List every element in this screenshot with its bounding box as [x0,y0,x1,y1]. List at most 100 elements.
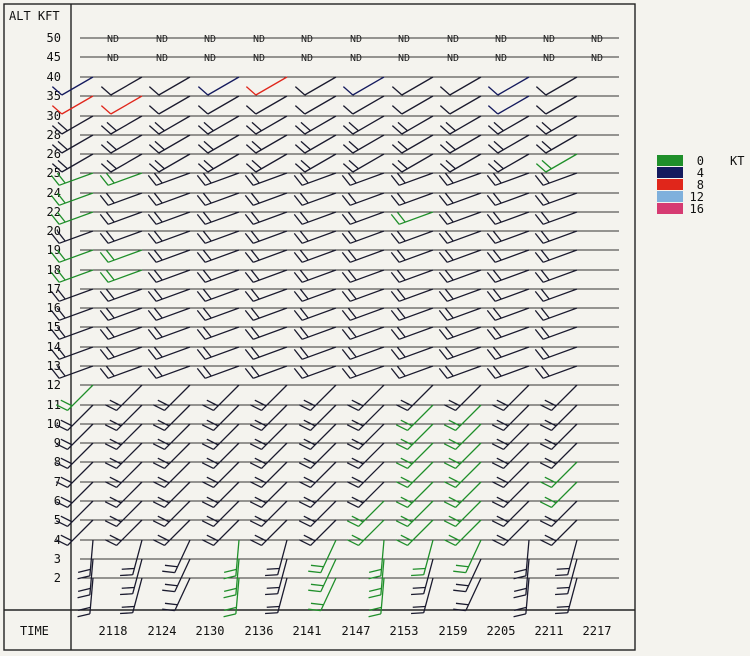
wind-barb [486,365,530,379]
wind-barb [245,95,288,115]
wind-barb [99,288,143,302]
wind-barb [249,500,288,528]
wind-barb [438,307,482,321]
wind-barb [534,365,578,379]
wind-barb [294,153,337,173]
time-label: 2153 [390,624,419,638]
wind-barb [197,153,240,173]
wind-barb [438,211,482,225]
no-data-marker: ND [447,34,459,45]
wind-barb [341,172,385,186]
wind-barb [555,558,578,596]
wind-barb [196,288,240,302]
wind-barb [342,134,385,154]
wind-barb [391,95,434,115]
wind-barb [294,134,337,154]
no-data-marker: ND [253,53,265,64]
wind-barb [487,76,530,96]
wind-barb [201,384,240,412]
wind-barb [104,461,143,489]
wind-barb [99,230,143,244]
wind-barb [438,288,482,302]
time-tick-labels: 2118 2124 2130 2136 2141 2147 2153 2159 2205 2211… [99,624,612,638]
time-axis-title: TIME [20,624,49,638]
wind-barb [55,423,94,451]
wind-barb [196,192,240,206]
wind-barb [244,326,288,340]
wind-barb [50,365,94,379]
wind-barb [244,288,288,302]
no-data-marker: ND [591,53,603,64]
wind-barb [147,192,191,206]
wind-barb [486,192,530,206]
altitude-label: 13 [47,359,61,373]
no-data-marker: ND [495,53,507,64]
alt-axis-title: ALT KFT [9,9,60,23]
wind-barb [487,95,530,115]
wind-barb [244,346,288,360]
wind-barb [50,307,94,321]
wind-barb [244,269,288,283]
wind-barb [341,365,385,379]
wind-barb [147,172,191,186]
wind-barb [147,230,191,244]
wind-barb [197,115,240,135]
wind-barb [249,461,288,489]
wind-barb [390,230,434,244]
altitude-label: 12 [47,378,61,392]
no-data-marker: ND [301,34,313,45]
wind-barb [50,172,94,186]
chart-border [3,3,636,651]
wind-barb [152,384,191,412]
wind-barb [99,365,143,379]
wind-barb [196,346,240,360]
wind-barb [342,153,385,173]
wind-barb [534,172,578,186]
wind-barb [249,519,288,547]
wind-barb [390,172,434,186]
wind-barb [152,461,191,489]
wind-barb [294,115,337,135]
no-data-marker: ND [495,34,507,45]
wind-barb [196,249,240,263]
wind-barb [491,423,530,451]
wind-barb [100,134,143,154]
wind-barb [100,153,143,173]
wind-barb [535,134,578,154]
wind-barb [104,442,143,470]
no-data-marker: ND [398,53,410,64]
wind-barb [453,539,482,574]
legend-swatch [657,167,683,178]
wind-barb [99,269,143,283]
wind-barb [534,326,578,340]
wind-barb [99,211,143,225]
wind-barb [539,519,578,547]
wind-barb [411,558,434,596]
time-label: 2141 [293,624,322,638]
wind-barb [390,288,434,302]
wind-barb [346,404,385,432]
wind-barb [390,269,434,283]
wind-barb [341,192,385,206]
altitude-label: 15 [47,320,61,334]
wind-barb [201,500,240,528]
altitude-label: 25 [47,166,61,180]
wind-barb [245,134,288,154]
wind-barb [341,269,385,283]
legend-unit: KT [730,154,744,168]
wind-barb [293,249,337,263]
wind-barb [298,423,337,451]
wind-barb [395,442,434,470]
altitude-label: 10 [47,417,61,431]
wind-barb [55,461,94,489]
wind-barb [308,539,337,574]
wind-barb [152,423,191,451]
altitude-label: 20 [47,224,61,238]
time-label: 2136 [245,624,274,638]
wind-barb [196,269,240,283]
wind-barb [491,404,530,432]
wind-barb [513,539,530,580]
wind-barb [294,76,337,96]
wind-barb [486,269,530,283]
